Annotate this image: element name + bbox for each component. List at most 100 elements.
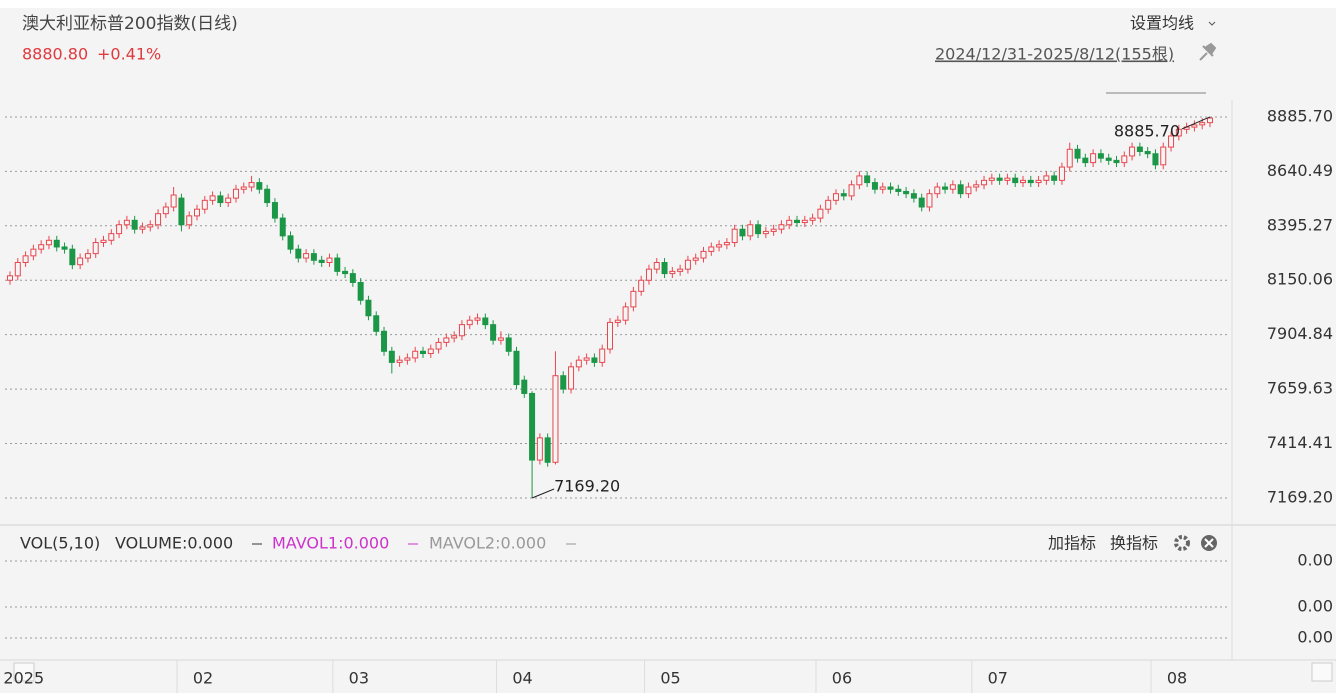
y-tick-label: 7904.84: [1267, 324, 1333, 343]
y-tick-label: 7659.63: [1267, 379, 1333, 398]
candle-body: [739, 228, 746, 237]
candle-body: [474, 317, 481, 321]
candle-body: [692, 257, 699, 261]
candle-body: [194, 208, 201, 217]
scroll-right[interactable]: [1311, 662, 1333, 682]
candle-body: [1090, 153, 1097, 164]
candle-body: [396, 359, 403, 363]
ma-button[interactable]: 设置均线: [1130, 14, 1194, 33]
candle-body: [123, 219, 130, 226]
candle-body: [864, 175, 871, 184]
candle-body: [832, 193, 839, 201]
y-tick-label: 8150.06: [1267, 270, 1333, 289]
candle-body: [217, 195, 224, 204]
scroll-left[interactable]: [13, 662, 35, 682]
candle-body: [7, 275, 13, 281]
candle-body: [1144, 151, 1151, 155]
candle-body: [435, 341, 442, 350]
candle-body: [412, 350, 419, 359]
candle-body: [973, 184, 980, 188]
candle-body: [887, 186, 894, 190]
gear-icon[interactable]: [1174, 535, 1190, 551]
x-tick-label: 05: [660, 669, 680, 688]
candle-body: [178, 197, 185, 226]
candle-body: [61, 246, 68, 250]
candle-body: [583, 357, 590, 361]
candle-body: [653, 261, 660, 270]
candle-body: [552, 375, 559, 463]
pin-icon[interactable]: [1199, 42, 1217, 61]
candle-body: [591, 357, 598, 363]
candle-body: [1019, 179, 1026, 184]
candle-body: [271, 202, 278, 219]
candle-body: [22, 255, 29, 263]
candle-body: [942, 186, 949, 190]
candle-body: [848, 184, 855, 197]
candle-body: [762, 230, 769, 235]
x-tick-label: 06: [832, 669, 852, 688]
candle-body: [801, 219, 808, 224]
candle-body: [957, 184, 964, 195]
candle-body: [529, 392, 536, 461]
y-tick-label: 8640.49: [1267, 161, 1333, 180]
candle-body: [505, 337, 512, 352]
candle-body: [1152, 153, 1159, 166]
candle-body: [910, 193, 917, 199]
candle-body: [770, 228, 777, 232]
candle-body: [661, 261, 668, 275]
candle-body: [69, 248, 76, 266]
top-strip: [0, 0, 1336, 8]
x-tick-label: 02: [193, 669, 213, 688]
candle-body: [357, 281, 364, 301]
candle-body: [342, 270, 349, 275]
x-tick-label: 04: [512, 669, 532, 688]
candle-body: [1012, 177, 1019, 184]
candle-body: [996, 177, 1003, 181]
candle-body: [817, 208, 824, 219]
candle-body: [38, 244, 45, 250]
candle-body: [201, 199, 208, 210]
add-indicator[interactable]: 加指标: [1048, 534, 1096, 553]
price: 8880.80: [22, 45, 88, 64]
chevron-icon: [1208, 21, 1216, 26]
candle-body: [295, 248, 302, 259]
change-indicator[interactable]: 换指标: [1110, 534, 1158, 553]
candle-body: [287, 235, 294, 250]
candle-body: [326, 257, 333, 263]
candle-body: [349, 273, 356, 283]
candle-body: [116, 224, 123, 235]
candle-body: [536, 437, 543, 461]
candle-body: [575, 359, 582, 368]
y-tick-label: 7169.20: [1267, 487, 1333, 506]
candle-body: [147, 224, 154, 228]
candle-body: [1199, 122, 1206, 126]
candle-body: [809, 217, 816, 221]
candle-body: [645, 268, 652, 281]
candle-body: [77, 257, 84, 266]
candle-body: [497, 337, 504, 341]
candle-body: [903, 190, 910, 195]
candle-body: [614, 319, 621, 323]
candle-body: [607, 321, 613, 350]
candle-body: [139, 226, 146, 230]
candle-body: [1175, 128, 1182, 137]
candle-body: [482, 317, 489, 326]
candle-body: [45, 239, 52, 246]
candle-body: [279, 217, 286, 237]
candle-body: [1043, 175, 1050, 181]
candle-body: [108, 233, 115, 241]
candle-body: [856, 175, 863, 186]
candle-body: [155, 213, 162, 226]
candle-body: [747, 224, 754, 237]
candle-body: [513, 350, 520, 386]
candle-body: [451, 335, 458, 339]
candle-body: [310, 253, 317, 261]
candle-body: [209, 195, 216, 201]
candle-body: [100, 239, 107, 244]
candle-body: [490, 324, 497, 341]
candle-body: [186, 215, 193, 226]
candle-body: [1160, 146, 1167, 166]
candle-body: [918, 197, 925, 208]
